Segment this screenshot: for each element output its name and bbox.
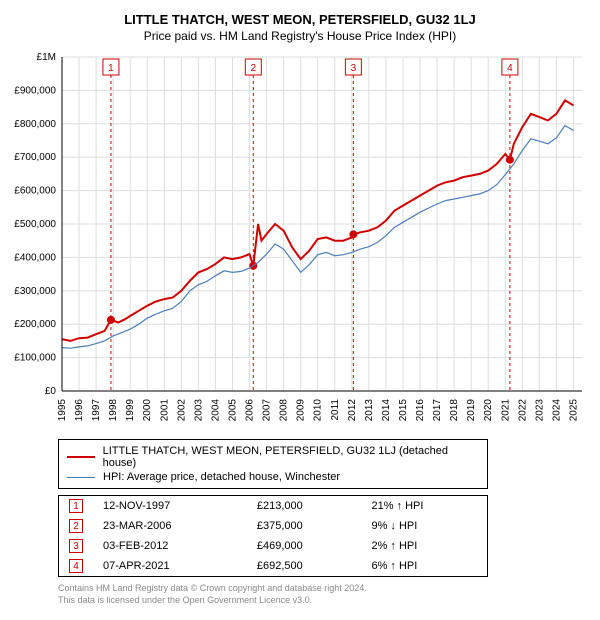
sale-date: 23-MAR-2006 (93, 516, 247, 536)
x-tick-label: 2004 (210, 399, 221, 422)
x-tick-label: 2009 (296, 399, 307, 422)
legend-row: HPI: Average price, detached house, Winc… (67, 470, 479, 484)
sale-delta: 21% ↑ HPI (361, 496, 487, 517)
y-tick-label: £300,000 (14, 286, 56, 297)
x-tick-label: 2021 (500, 399, 511, 422)
x-tick-label: 2024 (551, 399, 562, 422)
event-marker-label: 3 (351, 63, 357, 74)
y-tick-label: £0 (45, 386, 57, 397)
legend-swatch (67, 456, 95, 458)
sale-date: 12-NOV-1997 (93, 496, 247, 517)
x-tick-label: 2012 (347, 399, 358, 422)
legend-label: HPI: Average price, detached house, Winc… (103, 471, 340, 483)
sales-table: 1 12-NOV-1997£213,00021% ↑ HPI 2 23-MAR-200… (58, 495, 488, 577)
sale-marker: 1 (69, 499, 83, 513)
page-title: LITTLE THATCH, WEST MEON, PETERSFIELD, G… (10, 12, 590, 27)
x-tick-label: 2006 (245, 399, 256, 422)
sale-price: £213,000 (247, 496, 362, 517)
y-tick-label: £700,000 (14, 152, 56, 163)
y-tick-label: £400,000 (14, 252, 56, 263)
y-tick-label: £500,000 (14, 219, 56, 230)
table-row: 3 03-FEB-2012£469,0002% ↑ HPI (59, 536, 488, 556)
x-tick-label: 2017 (432, 399, 443, 422)
y-tick-label: £900,000 (14, 85, 56, 96)
x-tick-label: 2013 (364, 399, 375, 422)
x-tick-label: 1997 (91, 399, 102, 422)
x-tick-label: 2011 (330, 399, 341, 421)
table-row: 1 12-NOV-1997£213,00021% ↑ HPI (59, 496, 488, 517)
x-tick-label: 2005 (227, 399, 238, 422)
x-tick-label: 2010 (313, 399, 324, 422)
sale-date: 07-APR-2021 (93, 556, 247, 577)
event-marker-label: 2 (251, 63, 257, 74)
y-tick-label: £100,000 (14, 353, 56, 364)
footer-line-2: This data is licensed under the Open Gov… (58, 595, 580, 607)
x-tick-label: 1996 (74, 399, 85, 422)
x-tick-label: 2022 (517, 399, 528, 422)
x-tick-label: 2000 (142, 399, 153, 422)
x-tick-label: 2007 (262, 399, 273, 422)
x-tick-label: 2001 (159, 399, 170, 422)
x-tick-label: 2003 (193, 399, 204, 422)
sale-delta: 9% ↓ HPI (361, 516, 487, 536)
event-marker-label: 4 (507, 63, 513, 74)
x-tick-label: 2019 (466, 399, 477, 422)
x-tick-label: 1998 (108, 399, 119, 422)
x-tick-label: 1999 (125, 399, 136, 422)
sale-price: £375,000 (247, 516, 362, 536)
price-chart: £0 £100,000 £200,000 £300,000 £400,000 £500,0… (10, 51, 590, 431)
page-subtitle: Price paid vs. HM Land Registry's House … (10, 29, 590, 43)
legend-row: LITTLE THATCH, WEST MEON, PETERSFIELD, G… (67, 444, 479, 470)
sale-delta: 6% ↑ HPI (361, 556, 487, 577)
legend-swatch (67, 477, 95, 478)
footer-attribution: Contains HM Land Registry data © Crown c… (58, 583, 580, 606)
x-tick-label: 2016 (415, 399, 426, 422)
sale-date: 03-FEB-2012 (93, 536, 247, 556)
chart-svg: £0 £100,000 £200,000 £300,000 £400,000 £500,0… (10, 51, 590, 431)
sale-marker: 3 (69, 539, 83, 553)
x-tick-label: 2008 (279, 399, 290, 422)
x-tick-label: 2014 (381, 399, 392, 422)
x-tick-label: 2018 (449, 399, 460, 422)
x-tick-label: 2002 (176, 399, 187, 422)
table-row: 2 23-MAR-2006£375,0009% ↓ HPI (59, 516, 488, 536)
legend-label: LITTLE THATCH, WEST MEON, PETERSFIELD, G… (103, 445, 479, 469)
y-tick-label: £1M (37, 52, 56, 63)
sale-price: £692,500 (247, 556, 362, 577)
sale-price: £469,000 (247, 536, 362, 556)
x-tick-label: 2020 (483, 399, 494, 422)
sale-delta: 2% ↑ HPI (361, 536, 487, 556)
x-tick-label: 2015 (398, 399, 409, 422)
y-tick-label: £200,000 (14, 319, 56, 330)
sale-marker: 2 (69, 519, 83, 533)
footer-line-1: Contains HM Land Registry data © Crown c… (58, 583, 580, 595)
y-tick-label: £800,000 (14, 119, 56, 130)
sale-marker: 4 (69, 559, 83, 573)
x-tick-label: 2025 (568, 399, 579, 422)
event-marker-label: 1 (108, 63, 114, 74)
y-tick-label: £600,000 (14, 186, 56, 197)
table-row: 4 07-APR-2021£692,5006% ↑ HPI (59, 556, 488, 577)
x-tick-label: 2023 (534, 399, 545, 422)
x-tick-label: 1995 (57, 399, 68, 422)
legend: LITTLE THATCH, WEST MEON, PETERSFIELD, G… (58, 439, 488, 489)
